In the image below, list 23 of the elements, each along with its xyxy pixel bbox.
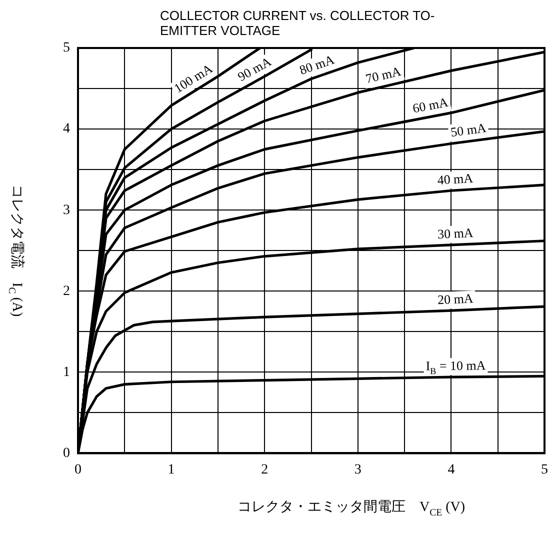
y-tick-label: 5	[63, 40, 70, 56]
x-tick-label: 1	[168, 462, 175, 478]
series-label: 40 mA	[436, 170, 474, 188]
x-tick-label: 2	[261, 462, 268, 478]
text: 100 mA	[171, 60, 216, 96]
chart-title: COLLECTOR CURRENT vs. COLLECTOR TO-EMITTER VOLTAGE	[160, 8, 435, 38]
text: 80 mA	[297, 52, 337, 78]
x-tick-label: 4	[448, 462, 455, 478]
y-tick-label: 0	[63, 446, 70, 461]
x-tick-label: 5	[541, 462, 548, 478]
series-label: 30 mA	[437, 224, 474, 242]
y-tick-label: 2	[63, 284, 70, 299]
y-tick-label: 3	[63, 202, 70, 218]
y-tick-label: 4	[63, 122, 70, 137]
x-tick-label: 3	[354, 462, 362, 478]
text: 90 mA	[235, 53, 274, 84]
text: 60 mA	[411, 94, 450, 116]
text: 70 mA	[364, 63, 403, 86]
series-label: 20 mA	[437, 290, 474, 308]
text: 50 mA	[450, 120, 488, 140]
y-axis-title: コレクタ電流 IC (A)	[6, 184, 25, 318]
y-tick-label: 1	[63, 364, 70, 380]
x-tick-label: 0	[74, 462, 82, 478]
